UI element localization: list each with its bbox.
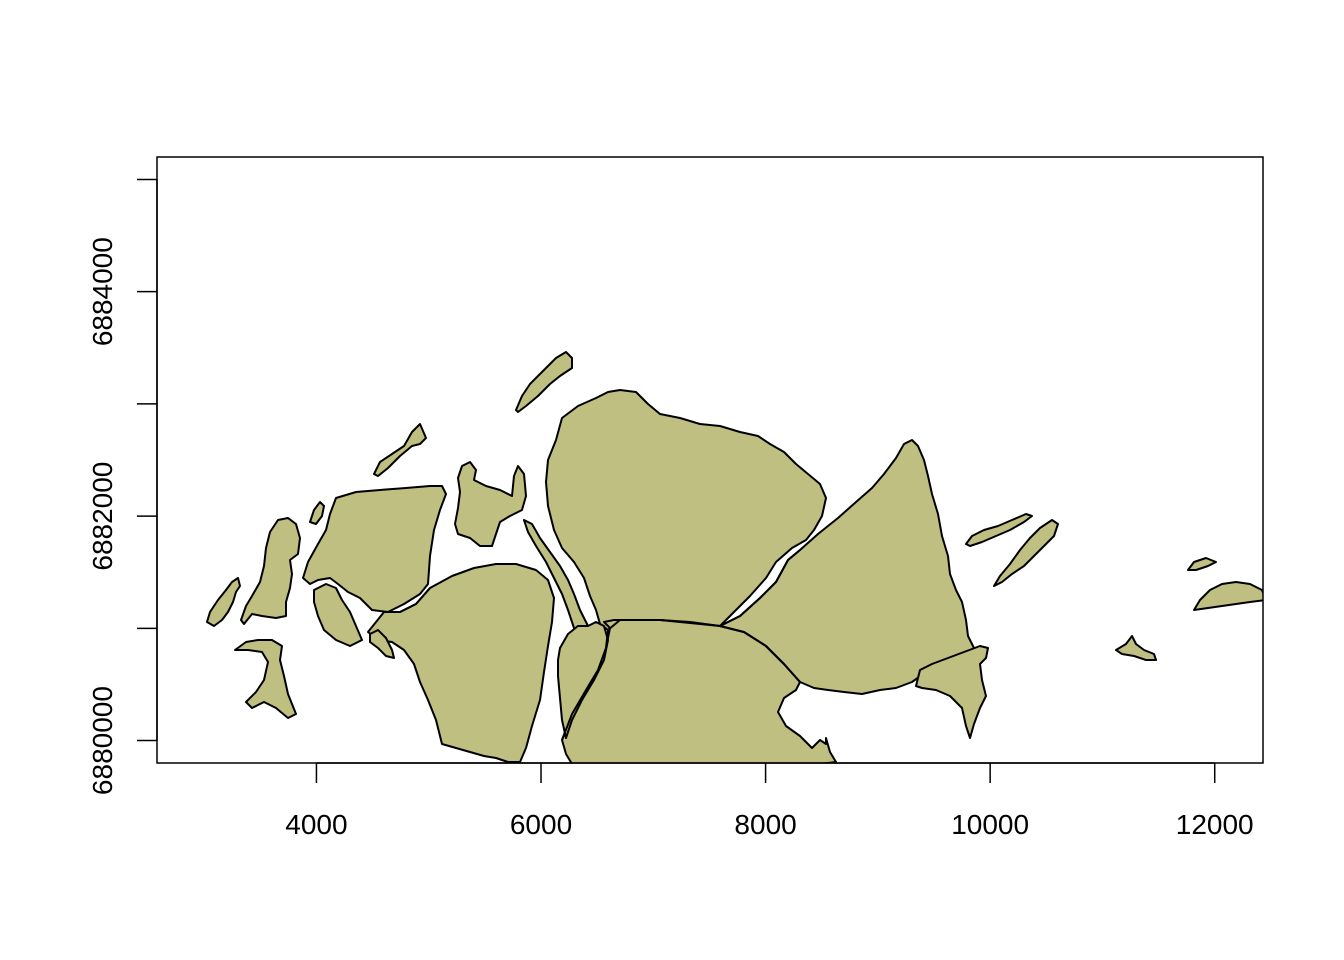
island-central-south bbox=[561, 619, 837, 763]
island-east-thin-a bbox=[965, 513, 1033, 547]
island-5300 bbox=[454, 461, 527, 547]
x-tick-label: 4000 bbox=[285, 809, 347, 840]
island-sliver bbox=[309, 501, 325, 525]
island-central-north bbox=[545, 389, 827, 631]
island-bay bbox=[369, 629, 395, 659]
island-southeast bbox=[915, 645, 989, 739]
y-tick-label: 6880000 bbox=[87, 686, 118, 795]
y-tick-label: 6884000 bbox=[87, 237, 118, 346]
island-small-south bbox=[313, 583, 363, 647]
island-thin-north bbox=[373, 423, 427, 477]
island-north-thin bbox=[515, 351, 573, 413]
y-tick-label: 6882000 bbox=[87, 462, 118, 571]
boundary-line-b bbox=[607, 619, 721, 631]
island-west-central bbox=[302, 485, 447, 613]
x-tick-label: 6000 bbox=[510, 809, 572, 840]
boundary-line-c bbox=[561, 629, 609, 741]
x-axis: 4000 6000 8000 10000 12000 bbox=[285, 762, 1254, 840]
island-far-west bbox=[206, 577, 241, 627]
boundary-line-a bbox=[719, 625, 801, 683]
island-east-thin-b bbox=[993, 519, 1059, 587]
x-tick-label: 8000 bbox=[734, 809, 796, 840]
island-central-west bbox=[367, 563, 555, 763]
y-axis: 6880000 6882000 6884000 bbox=[87, 178, 158, 795]
island-west-long bbox=[240, 517, 301, 625]
x-tick-label: 12000 bbox=[1176, 809, 1254, 840]
island-strip-south bbox=[557, 621, 609, 739]
x-tick-label: 10000 bbox=[951, 809, 1029, 840]
island-far-east-b bbox=[1187, 557, 1217, 571]
island-east bbox=[719, 439, 975, 695]
boundary-line-d bbox=[719, 549, 801, 627]
island-far-east-a bbox=[1115, 635, 1157, 661]
boundary-line-e bbox=[384, 587, 431, 613]
island-far-east-c bbox=[1193, 581, 1263, 611]
island-southwest bbox=[234, 639, 297, 719]
